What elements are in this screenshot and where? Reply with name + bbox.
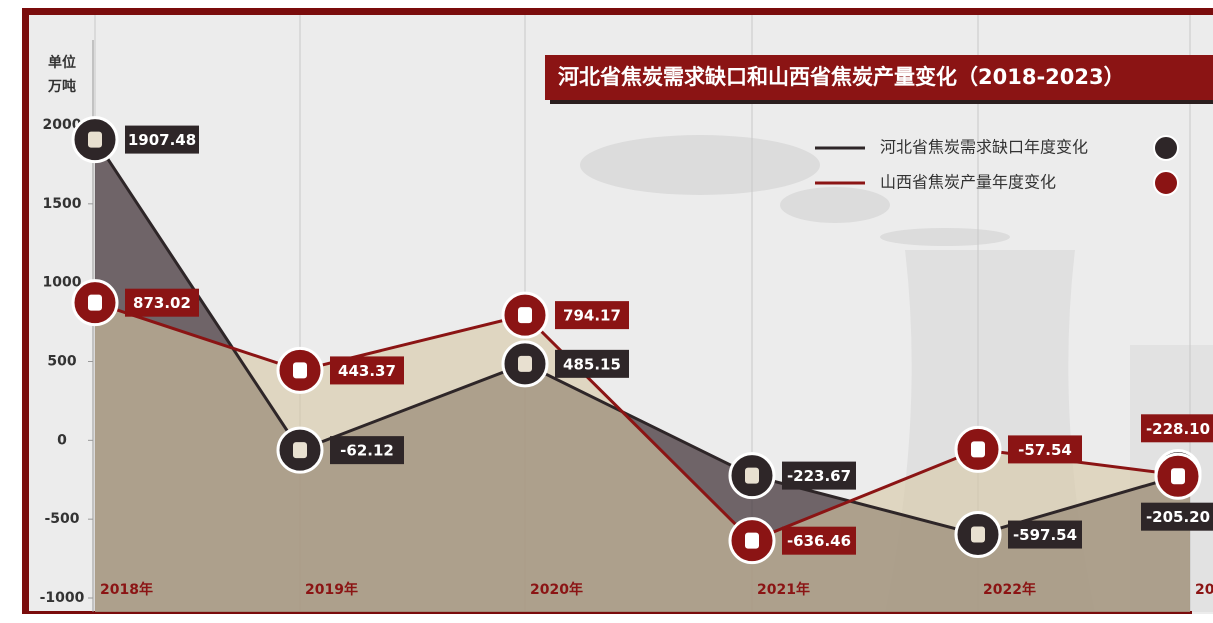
value-label-box	[125, 288, 199, 317]
value-label-box	[125, 125, 199, 154]
y-axis-label: 单位	[48, 54, 76, 71]
y-axis-label: 万吨	[47, 78, 76, 95]
y-tick-label: 0	[57, 432, 67, 448]
legend-icon	[1153, 135, 1179, 161]
value-label: 873.02	[133, 294, 191, 312]
value-label: -228.10	[1146, 420, 1210, 438]
icon-glyph	[971, 441, 985, 458]
icon-glyph	[518, 307, 532, 324]
smoke	[580, 135, 820, 195]
value-label: -636.46	[787, 532, 851, 550]
value-label: -62.12	[340, 442, 394, 460]
y-tick-label: 1000	[43, 275, 82, 291]
value-label-box	[1141, 502, 1213, 531]
value-label: 1907.48	[128, 131, 196, 149]
value-label-box	[1141, 414, 1213, 443]
icon-glyph	[88, 294, 102, 311]
y-tick-label: 500	[47, 354, 76, 370]
value-label-box	[555, 301, 629, 330]
value-label: 485.15	[563, 355, 621, 373]
value-label-box	[1008, 520, 1082, 549]
smoke	[780, 187, 890, 223]
legend-icon	[1153, 170, 1179, 196]
x-tick-label: 2022年	[983, 581, 1036, 598]
icon-glyph	[745, 532, 759, 549]
legend-label: 山西省焦炭产量年度变化	[880, 173, 1056, 192]
frame-bottom	[22, 611, 1192, 614]
value-label-box	[555, 349, 629, 378]
y-tick-label: 1500	[43, 196, 82, 212]
value-label: 794.17	[563, 307, 621, 325]
value-label-box	[782, 461, 856, 490]
value-label-box	[782, 526, 856, 555]
value-label: -57.54	[1018, 441, 1072, 459]
x-tick-label: 2023年	[1195, 581, 1213, 598]
y-tick-label: 2000	[43, 117, 82, 133]
icon-glyph	[518, 355, 532, 372]
icon-glyph	[88, 131, 102, 148]
value-label: 443.37	[338, 362, 396, 380]
x-tick-label: 2019年	[305, 581, 358, 598]
frame-top	[22, 8, 1213, 15]
x-tick-label: 2018年	[100, 581, 153, 598]
value-label: -205.20	[1146, 508, 1210, 526]
y-tick-label: -1000	[40, 590, 85, 606]
x-tick-label: 2020年	[530, 581, 583, 598]
value-label-box	[330, 356, 404, 385]
value-label: -597.54	[1013, 526, 1077, 544]
value-label-box	[1008, 435, 1082, 464]
y-tick-label: -500	[44, 511, 79, 527]
icon-glyph	[1171, 468, 1185, 485]
smoke	[880, 228, 1010, 246]
chart-title: 河北省焦炭需求缺口和山西省焦炭产量变化（2018-2023）	[558, 65, 1125, 89]
icon-glyph	[293, 442, 307, 459]
icon-glyph	[971, 526, 985, 543]
legend-label: 河北省焦炭需求缺口年度变化	[880, 138, 1088, 157]
frame-left	[22, 8, 29, 614]
value-label-box	[330, 436, 404, 465]
title-box	[545, 55, 1213, 100]
x-tick-label: 2021年	[757, 581, 810, 598]
icon-glyph	[293, 362, 307, 379]
value-label: -223.67	[787, 467, 851, 485]
icon-glyph	[745, 467, 759, 484]
